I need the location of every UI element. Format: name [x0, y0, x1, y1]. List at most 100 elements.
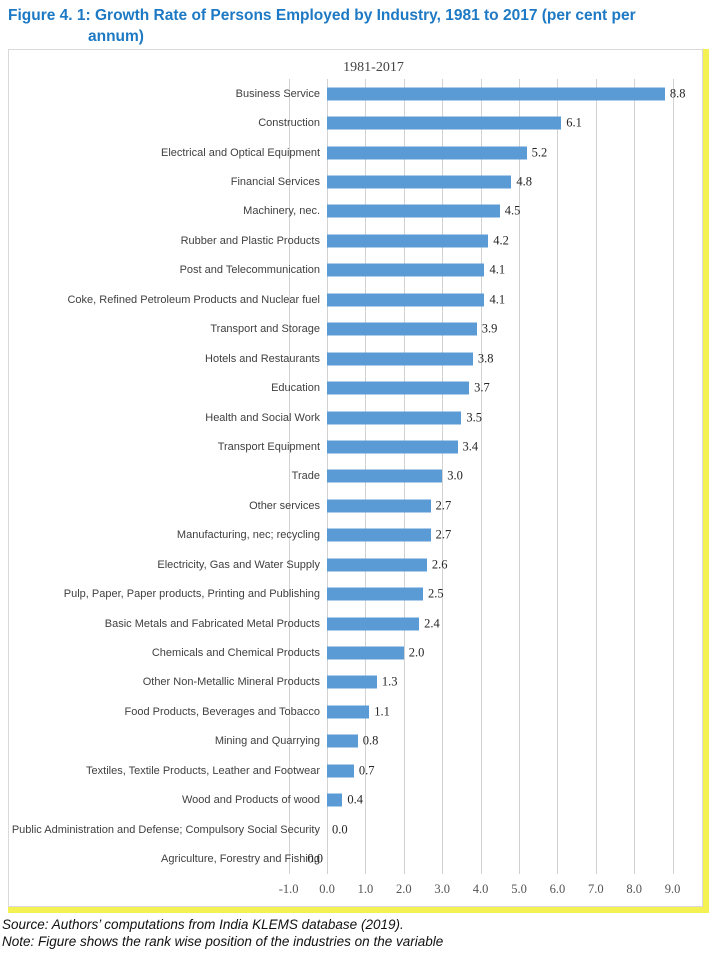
value-label: 3.5 [466, 410, 483, 425]
source-note: Source: Authors’ computations from India… [2, 917, 404, 932]
category-label: Hotels and Restaurants [205, 352, 320, 365]
x-tick-label: 2.0 [395, 882, 412, 896]
category-label: Agriculture, Forestry and Fishing [161, 853, 320, 866]
category-label: Rubber and Plastic Products [180, 234, 320, 247]
bar-track: 4.1 [327, 285, 702, 314]
grid-line [480, 79, 482, 874]
bar-track: 3.9 [327, 315, 702, 344]
x-tick-label: 5.0 [511, 882, 527, 896]
grid-line [595, 79, 597, 874]
bar-track: 1.3 [327, 668, 702, 697]
bar [327, 734, 358, 748]
category-label: Electricity, Gas and Water Supply [157, 558, 320, 571]
grid-line [442, 79, 444, 874]
category-label: Mining and Quarrying [214, 735, 320, 748]
chart-frame-highlight: 1981-2017 Business Service 8.8 Constructio… [8, 49, 709, 913]
bar-row: Hotels and Restaurants 3.8 [9, 344, 702, 373]
bar-row: Financial Services 4.8 [9, 167, 702, 196]
category-label: Other Non-Metallic Mineral Products [142, 676, 320, 689]
grid-line [518, 79, 520, 874]
category-label: Manufacturing, nec; recycling [176, 529, 320, 542]
x-tick-label: 4.0 [472, 882, 489, 896]
bar-track: 0.4 [327, 786, 702, 815]
value-label: 2.0 [408, 645, 425, 660]
bar-track: 3.7 [327, 373, 702, 402]
value-label: 4.1 [489, 292, 506, 307]
bar [327, 675, 377, 689]
bar [327, 617, 420, 631]
bar-track: 8.8 [327, 79, 702, 108]
value-label: 2.7 [435, 527, 452, 542]
value-label: 4.8 [516, 174, 532, 189]
value-label: 4.5 [504, 203, 521, 218]
bar-track: 4.5 [327, 197, 702, 226]
bar-track: 1.1 [327, 697, 702, 726]
category-label: Wood and Products of wood [182, 794, 320, 807]
bar [327, 793, 343, 807]
bar [327, 440, 458, 454]
bar-row: Pulp, Paper, Paper products, Printing an… [9, 579, 702, 608]
bar-track: 5.2 [327, 138, 702, 167]
value-label: 4.1 [489, 262, 506, 277]
bar-row: Food Products, Beverages and Tobacco 1.1 [9, 697, 702, 726]
bar-row: Other Non-Metallic Mineral Products 1.3 [9, 668, 702, 697]
bar-row: Trade 3.0 [9, 462, 702, 491]
bar-track: 4.2 [327, 226, 702, 255]
category-label: Food Products, Beverages and Tobacco [124, 705, 320, 718]
bar-track: 0.0 [307, 844, 702, 873]
x-tick-label: 3.0 [434, 882, 450, 896]
bar-track: 3.5 [327, 403, 702, 432]
bar-track: 0.0 [327, 815, 702, 844]
value-label: 4.2 [493, 233, 509, 248]
x-tick-label: 0.0 [319, 882, 335, 896]
bar-track: 2.0 [327, 638, 702, 667]
category-label: Public Administration and Defense; Compu… [11, 823, 320, 836]
grid-line [288, 79, 290, 874]
bar [327, 116, 562, 130]
x-tick-label: 8.0 [626, 882, 642, 896]
bar-row: Construction 6.1 [9, 108, 702, 137]
bar-row: Chemicals and Chemical Products 2.0 [9, 638, 702, 667]
value-label: 3.0 [447, 468, 463, 483]
bar [327, 322, 477, 336]
x-tick-label: 9.0 [664, 882, 681, 896]
bar-track: 6.1 [327, 108, 702, 137]
category-label: Pulp, Paper, Paper products, Printing an… [63, 588, 320, 601]
value-label: 2.5 [428, 586, 444, 601]
bar [327, 558, 427, 572]
bar [327, 87, 665, 101]
bar [327, 646, 404, 660]
bar-track: 2.6 [327, 550, 702, 579]
plot-area: Business Service 8.8 Construction 6.1 Electr… [9, 79, 702, 874]
category-label: Post and Telecommunication [179, 264, 320, 277]
bar-track: 0.8 [327, 727, 702, 756]
value-label: 1.3 [381, 674, 398, 689]
value-label: 0.4 [347, 792, 363, 807]
bar-row: Machinery, nec. 4.5 [9, 197, 702, 226]
bar [327, 381, 470, 395]
value-label: 3.4 [462, 439, 479, 454]
category-label: Financial Services [230, 176, 320, 189]
value-label: 3.8 [477, 351, 494, 366]
category-label: Textiles, Textile Products, Leather and … [86, 764, 320, 777]
figure-caption: Figure 4. 1: Growth Rate of Persons Empl… [0, 0, 709, 49]
bar-row: Textiles, Textile Products, Leather and … [9, 756, 702, 785]
bar [327, 293, 485, 307]
value-label: 5.2 [531, 145, 548, 160]
bar-row: Coke, Refined Petroleum Products and Nuc… [9, 285, 702, 314]
bar [327, 234, 489, 248]
value-label: 2.6 [431, 557, 448, 572]
category-label: Business Service [235, 87, 320, 100]
bar [327, 587, 423, 601]
bar [327, 204, 500, 218]
bar-row: Manufacturing, nec; recycling 2.7 [9, 521, 702, 550]
bar-rows: Business Service 8.8 Construction 6.1 Electr… [9, 79, 702, 874]
bar-row: Electrical and Optical Equipment 5.2 [9, 138, 702, 167]
bar-row: Mining and Quarrying 0.8 [9, 727, 702, 756]
bar-track: 2.4 [327, 609, 702, 638]
value-label: 0.7 [358, 763, 375, 778]
grid-line [557, 79, 559, 874]
bar [327, 764, 354, 778]
value-label: 0.0 [307, 851, 323, 866]
